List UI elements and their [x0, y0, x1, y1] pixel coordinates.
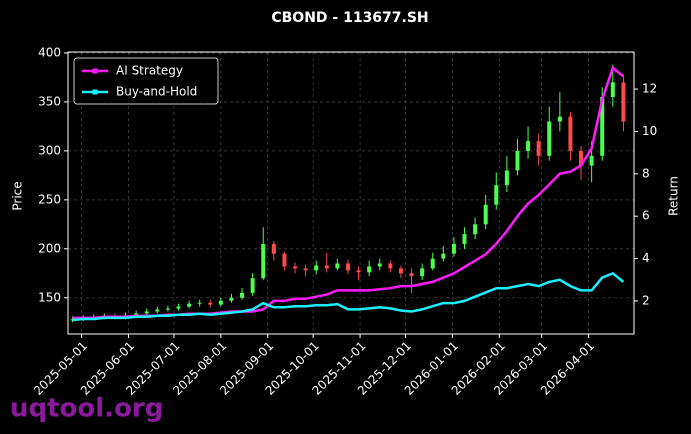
- candle-body: [589, 155, 594, 166]
- y-axis-label: Price: [11, 181, 25, 210]
- candle-body: [409, 273, 414, 277]
- candle-body: [451, 243, 456, 254]
- candle-body: [155, 309, 160, 312]
- candle-body: [557, 116, 562, 122]
- candle-body: [430, 258, 435, 269]
- y2-tick-label: 4: [642, 251, 650, 265]
- candle-body: [282, 253, 287, 267]
- y2-tick-label: 8: [642, 166, 650, 180]
- candle-body: [420, 268, 425, 277]
- candle-body: [462, 234, 467, 244]
- candle-body: [165, 308, 170, 310]
- line-series: [72, 65, 625, 320]
- candle-body: [293, 266, 298, 269]
- candle-body: [515, 150, 520, 171]
- candle-body: [176, 306, 181, 309]
- candle-body: [303, 268, 308, 271]
- y-tick-label: 150: [38, 290, 61, 304]
- candle-body: [398, 268, 403, 274]
- y2-tick-label: 12: [642, 82, 657, 96]
- candle-body: [610, 82, 615, 98]
- candle-body: [473, 224, 478, 235]
- watermark: uqtool.org: [10, 394, 163, 424]
- candle-body: [388, 263, 393, 269]
- legend-marker: [92, 68, 98, 74]
- y2-tick-label: 6: [642, 209, 650, 223]
- candle-body: [261, 243, 266, 279]
- candle-body: [568, 116, 573, 151]
- candle-body: [600, 97, 605, 156]
- candle-body: [377, 263, 382, 267]
- legend-marker: [92, 89, 98, 95]
- candle-body: [208, 302, 213, 305]
- candle-body: [483, 204, 488, 225]
- y2-tick-label: 10: [642, 124, 657, 138]
- candle-body: [250, 278, 255, 293]
- candle-body: [526, 141, 531, 151]
- candle-body: [197, 302, 202, 304]
- y-tick-label: 200: [38, 241, 61, 255]
- y-tick-label: 400: [38, 45, 61, 59]
- candle-body: [345, 263, 350, 271]
- candle-body: [367, 266, 372, 273]
- candle-body: [441, 253, 446, 259]
- candle-body: [218, 300, 223, 305]
- line-series: [72, 271, 625, 322]
- y-tick-label: 300: [38, 143, 61, 157]
- y2-tick-label: 2: [642, 293, 650, 307]
- candle-body: [494, 185, 499, 205]
- chart-title: CBOND - 113677.SH: [271, 10, 428, 26]
- candle-body: [271, 243, 276, 254]
- candle-body: [504, 170, 509, 186]
- legend-label: AI Strategy: [116, 64, 183, 78]
- candle-body: [314, 265, 319, 271]
- legend-box: [73, 57, 219, 105]
- candle-body: [134, 313, 139, 316]
- y-tick-label: 350: [38, 94, 61, 108]
- candle-body: [547, 121, 552, 156]
- candle-body: [621, 82, 626, 122]
- plot-frame: [67, 51, 635, 335]
- candle-body: [240, 292, 245, 298]
- legend-label: Buy-and-Hold: [116, 85, 197, 99]
- candle-body: [144, 311, 149, 314]
- y-tick-label: 250: [38, 192, 61, 206]
- candle-body: [579, 150, 584, 166]
- candle-body: [335, 263, 340, 269]
- y2-axis-label: Return: [667, 176, 681, 216]
- candle-body: [356, 270, 361, 273]
- candle-body: [536, 141, 541, 156]
- candle-body: [229, 297, 234, 301]
- candle-body: [187, 303, 192, 307]
- candle-body: [324, 265, 329, 269]
